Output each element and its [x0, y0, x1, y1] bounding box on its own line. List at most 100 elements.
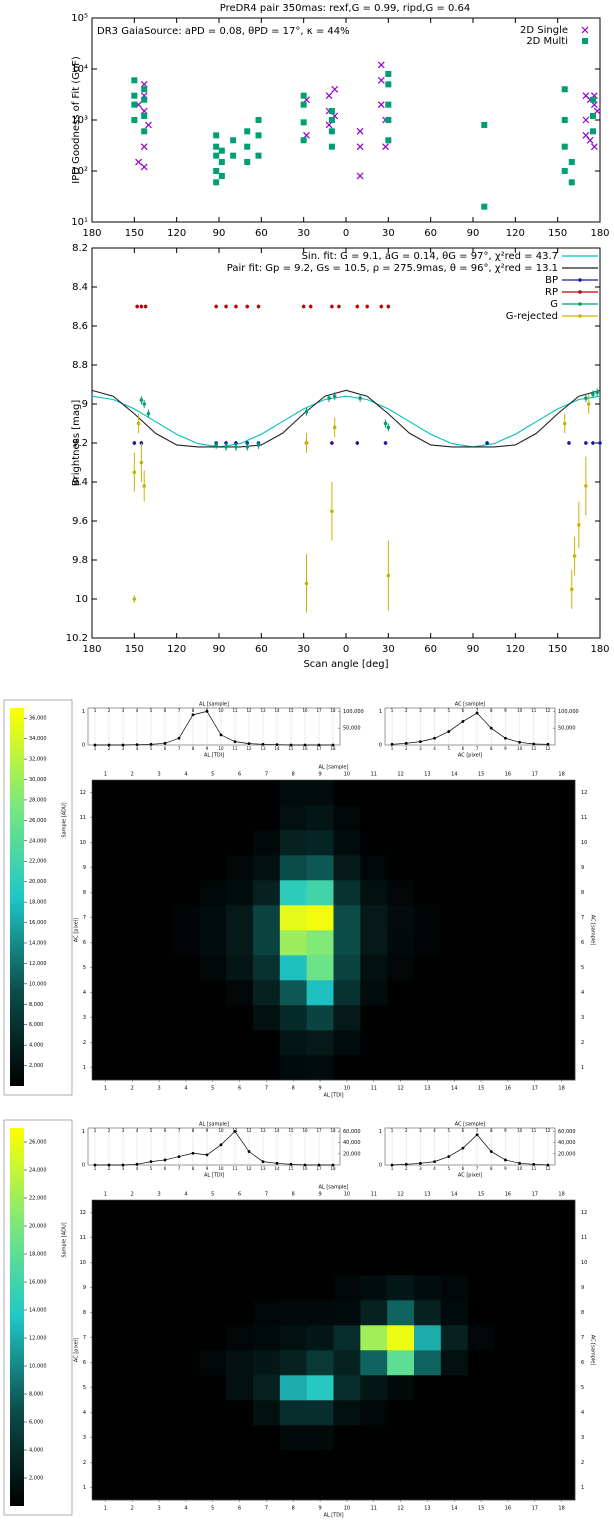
x-tick-label: 17 [316, 708, 322, 713]
x-tick-label: 16 [302, 746, 308, 751]
heatmap-cell [414, 1375, 442, 1401]
x-axis-label: AL [TDI] [323, 1513, 343, 1519]
heatmap-cell [360, 1325, 388, 1351]
legend-marker [578, 290, 582, 294]
y2-tick-label: 100,000 [343, 709, 364, 715]
profile-point [177, 736, 181, 740]
profile-point [532, 742, 536, 746]
point [327, 396, 331, 400]
heatmap-cell [172, 1225, 200, 1251]
heatmap-cell [387, 1300, 415, 1326]
profile-point [247, 1150, 251, 1153]
heatmap-cell [360, 1275, 388, 1301]
point [328, 128, 335, 135]
heatmap-cell [199, 1300, 227, 1326]
heatmap-cell [387, 830, 415, 856]
heatmap-cell [548, 1425, 576, 1451]
x-tick-label: 3 [157, 1506, 160, 1512]
x-tick-label: 13 [260, 1128, 266, 1133]
x-tick-label: 10 [517, 708, 523, 713]
heatmap-cell [521, 1425, 549, 1451]
heatmap-cell [440, 1425, 468, 1451]
y-tick-label: 8 [581, 1310, 584, 1316]
x-tick-label: 8 [490, 708, 493, 713]
colorbar-tick-label: 2,000 [29, 1476, 43, 1482]
heatmap-cell [360, 1475, 388, 1501]
x-tick-label: 1 [104, 1086, 107, 1092]
point [141, 112, 148, 119]
x-tick-label: 11 [232, 708, 238, 713]
x-tick-label: 15 [478, 1086, 484, 1092]
heatmap-cell [414, 1055, 442, 1081]
point [589, 112, 596, 119]
heatmap-cell [279, 1325, 307, 1351]
heatmap-cell [92, 1325, 120, 1351]
heatmap-cell [172, 1030, 200, 1056]
point [365, 304, 369, 309]
x-tick-label: 60 [255, 644, 268, 655]
heatmap-cell [467, 1055, 495, 1081]
heatmap-cell [92, 1450, 120, 1476]
heatmap-cell [494, 980, 522, 1006]
x-tick-label: 6 [462, 1166, 465, 1171]
point [255, 152, 262, 159]
x-tick-label: 6 [238, 1506, 241, 1512]
heatmap-cell [118, 980, 146, 1006]
heatmap-panel: 2,0004,0006,0008,00010,00012,00014,00016… [3, 699, 596, 1099]
y-tick-label: 1 [379, 1129, 382, 1135]
x-tick-label: 7 [178, 746, 181, 751]
heatmap-cell [360, 1250, 388, 1276]
heatmap-cell [387, 1225, 415, 1251]
point [481, 121, 488, 128]
y-tick-label: 12 [581, 790, 587, 796]
heatmap-cell [172, 780, 200, 806]
heatmap-cell [440, 955, 468, 981]
heatmap-cell [145, 1425, 173, 1451]
colorbar-tick-label: 26,000 [29, 818, 47, 824]
colorbar-tick-label: 4,000 [29, 1043, 43, 1049]
heatmap-cell [360, 830, 388, 856]
heatmap-cell [467, 855, 495, 881]
heatmap-cell [467, 780, 495, 806]
heatmap-cell [467, 830, 495, 856]
y-axis-label-right: AC [sample] [590, 1335, 596, 1366]
x-tick-label: 16 [302, 1128, 308, 1133]
x-tick-label: 10 [218, 746, 224, 751]
x-tick-label: 60 [424, 228, 437, 239]
y-tick-label: 2 [581, 1040, 584, 1046]
x-tick-label: 17 [316, 1166, 322, 1171]
heatmap-cell [279, 1300, 307, 1326]
y-axis-label: AC [pixel] [74, 918, 80, 942]
heatmap-cell [360, 1400, 388, 1426]
legend-marker [578, 314, 582, 318]
heatmap-cell [199, 1005, 227, 1031]
colorbar-tick-label: 10,000 [29, 981, 47, 987]
heatmap-cell [306, 830, 334, 856]
point [245, 304, 250, 309]
profile-point [275, 743, 279, 747]
heatmap-cell [414, 1475, 442, 1501]
heatmap-cell [118, 1375, 146, 1401]
heatmap-cell [360, 930, 388, 956]
heatmap-cell [253, 1400, 281, 1426]
heatmap-cell [333, 955, 361, 981]
chart-title: PreDR4 pair 350mas: rexf,G = 0.99, ripd,… [220, 3, 470, 14]
x-tick-label: 1 [391, 746, 394, 751]
x-tick-label: 4 [433, 1166, 436, 1171]
heatmap-cell [548, 980, 576, 1006]
x-tick-label: 18 [558, 1086, 564, 1092]
x-tick-label: 1 [104, 772, 107, 778]
point [301, 304, 306, 309]
y-tick-label: 7 [581, 915, 584, 921]
profile-point [447, 1155, 451, 1158]
y-tick-label: 10 [75, 594, 88, 605]
heatmap-cell [306, 905, 334, 931]
x-tick-label: 2 [108, 746, 111, 751]
heatmap-cell [92, 980, 120, 1006]
heatmap-cell [92, 830, 120, 856]
y-tick-label: 8.8 [72, 360, 88, 371]
heatmap-cell [387, 880, 415, 906]
x-tick-label: 15 [288, 1128, 294, 1133]
x-tick-label: 3 [122, 746, 125, 751]
x-axis-label: Scan angle [deg] [303, 659, 388, 670]
